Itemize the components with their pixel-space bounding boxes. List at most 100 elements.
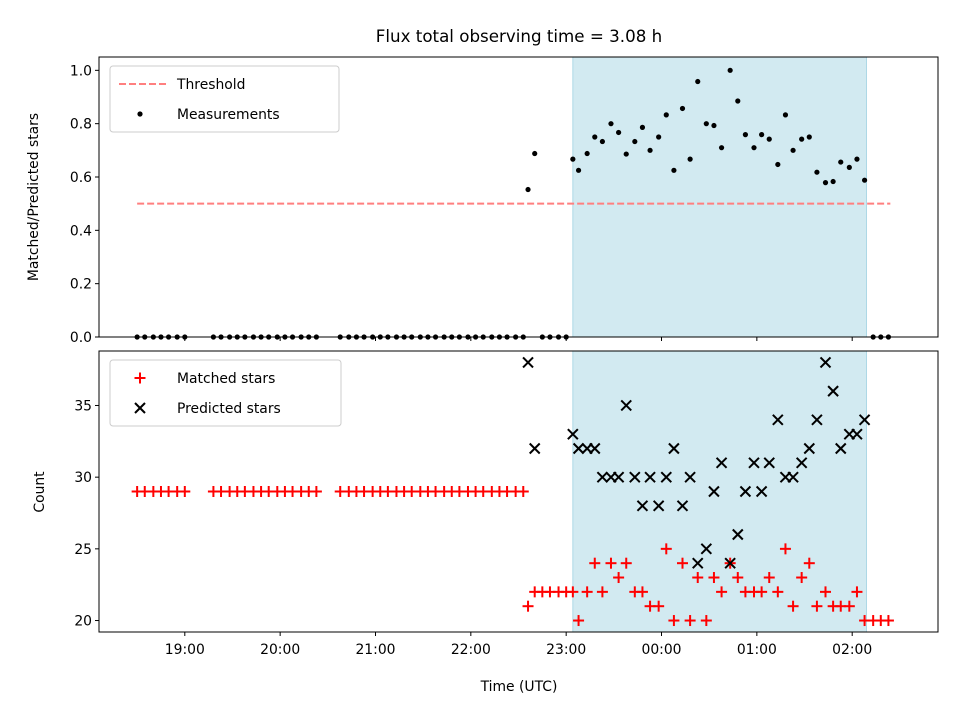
data-point bbox=[592, 134, 598, 140]
x-stroke-b bbox=[803, 442, 815, 455]
data-point bbox=[748, 457, 760, 469]
data-point bbox=[724, 557, 736, 569]
data-point bbox=[567, 586, 579, 598]
x-stroke-b bbox=[684, 471, 696, 483]
data-point bbox=[830, 178, 836, 185]
x-stroke-b bbox=[692, 557, 704, 569]
data-point bbox=[799, 136, 805, 142]
x-stroke-b bbox=[858, 414, 871, 426]
data-point bbox=[660, 471, 672, 483]
data-point bbox=[843, 600, 855, 612]
x-stroke-b bbox=[620, 399, 632, 412]
data-point bbox=[851, 428, 863, 440]
data-point bbox=[620, 557, 632, 569]
data-point bbox=[742, 132, 749, 138]
data-point bbox=[803, 442, 815, 455]
x-stroke-b bbox=[732, 528, 744, 541]
legend-label: Threshold bbox=[176, 77, 245, 93]
data-point bbox=[806, 134, 812, 140]
data-point bbox=[647, 147, 653, 153]
top-y-axis-label: Matched/Predicted stars bbox=[26, 113, 42, 281]
x-tick-label: 23:00 bbox=[546, 642, 586, 658]
x-stroke-b bbox=[811, 414, 823, 426]
data-point bbox=[796, 572, 808, 584]
data-point bbox=[819, 356, 832, 369]
x-stroke-b bbox=[668, 442, 680, 455]
bottom-y-axis-label: Count bbox=[32, 471, 48, 513]
data-point bbox=[715, 457, 728, 469]
x-stroke-b bbox=[819, 356, 832, 369]
data-point bbox=[676, 500, 689, 512]
axes-frame bbox=[98, 350, 939, 633]
x-tick-label: 20:00 bbox=[260, 642, 300, 658]
data-point bbox=[532, 150, 538, 157]
data-point bbox=[755, 485, 768, 498]
data-point bbox=[727, 67, 733, 73]
x-stroke-b bbox=[529, 442, 541, 455]
x-stroke-b bbox=[522, 356, 534, 369]
data-point bbox=[663, 112, 669, 118]
data-point bbox=[179, 486, 191, 497]
y-tick-label: 0.6 bbox=[70, 170, 92, 186]
top-panel: 0.0 0.2 0.4 0.6 0.8 1.0 Threshold Measurements bbox=[70, 56, 939, 346]
data-point bbox=[525, 186, 531, 193]
legend-x-swatch bbox=[134, 402, 146, 414]
x-stroke-b bbox=[644, 471, 656, 483]
data-point bbox=[756, 586, 768, 598]
x-tick-label: 02:00 bbox=[832, 642, 872, 658]
data-point bbox=[827, 385, 839, 397]
data-point bbox=[692, 557, 704, 569]
data-point bbox=[575, 167, 582, 173]
x-stroke-b bbox=[748, 457, 760, 469]
data-point bbox=[732, 528, 744, 541]
data-point bbox=[573, 615, 585, 627]
x-stroke-b bbox=[708, 485, 720, 498]
y-tick-label: 0.8 bbox=[70, 117, 92, 133]
data-point bbox=[687, 156, 693, 162]
y-tick-label: 35 bbox=[74, 398, 92, 414]
data-point bbox=[668, 615, 680, 627]
legend-dot-swatch bbox=[137, 111, 143, 117]
data-point bbox=[700, 543, 713, 555]
x-stroke-b bbox=[636, 500, 649, 512]
data-point bbox=[782, 112, 789, 118]
x-stroke-b bbox=[629, 471, 641, 483]
data-point bbox=[732, 572, 744, 584]
data-point bbox=[739, 485, 752, 498]
series-plus bbox=[131, 486, 894, 627]
data-point bbox=[772, 586, 784, 598]
legend: Matched stars Predicted stars bbox=[109, 359, 342, 427]
data-point bbox=[695, 78, 701, 85]
x-stroke-b bbox=[676, 500, 689, 512]
x-stroke-b bbox=[787, 471, 799, 483]
data-point bbox=[882, 615, 894, 627]
data-point bbox=[310, 486, 322, 497]
x-stroke-b bbox=[827, 385, 839, 397]
x-stroke-b bbox=[652, 500, 665, 512]
data-point bbox=[589, 557, 601, 569]
axes-frame bbox=[98, 56, 939, 338]
x-stroke-b bbox=[596, 471, 609, 483]
data-point bbox=[708, 485, 720, 498]
data-point bbox=[639, 124, 646, 130]
data-point bbox=[644, 471, 656, 483]
y-tick-label: 25 bbox=[74, 542, 92, 558]
data-point bbox=[652, 500, 665, 512]
data-point bbox=[636, 500, 649, 512]
legend-box bbox=[109, 359, 342, 427]
data-point bbox=[787, 600, 799, 612]
x-tick-label: 01:00 bbox=[737, 642, 777, 658]
data-point bbox=[790, 147, 796, 153]
data-point bbox=[851, 586, 863, 598]
x-stroke-b bbox=[739, 485, 752, 498]
data-point bbox=[811, 414, 823, 426]
x-stroke-b bbox=[772, 414, 784, 426]
data-point bbox=[711, 122, 717, 129]
x-stroke-b bbox=[612, 471, 625, 483]
x-stroke-b bbox=[851, 428, 863, 440]
series-x bbox=[522, 356, 871, 569]
data-point bbox=[692, 572, 704, 584]
data-point bbox=[581, 586, 593, 598]
data-point bbox=[671, 167, 677, 173]
